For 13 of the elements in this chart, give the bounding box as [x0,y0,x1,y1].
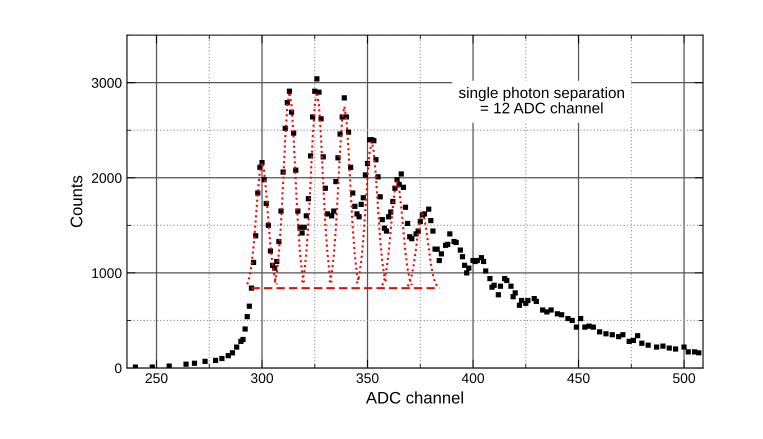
x-tick-label: 350 [356,373,379,384]
y-tick-label: 2000 [92,173,122,183]
annotation: single photon separation = 12 ADC channel [458,86,624,114]
y-axis-title: Counts [70,176,82,228]
y-tick-label: 0 [114,363,122,374]
y-tick-label: 3000 [92,78,122,88]
x-tick-label: 450 [567,373,590,384]
x-tick-label: 250 [146,373,168,384]
x-tick-label: 300 [250,373,274,384]
x-tick-label: 400 [462,373,484,384]
x-axis-title: ADC channel [366,391,463,404]
y-tick-label: 1000 [92,268,122,278]
x-tick-label: 500 [673,373,696,384]
